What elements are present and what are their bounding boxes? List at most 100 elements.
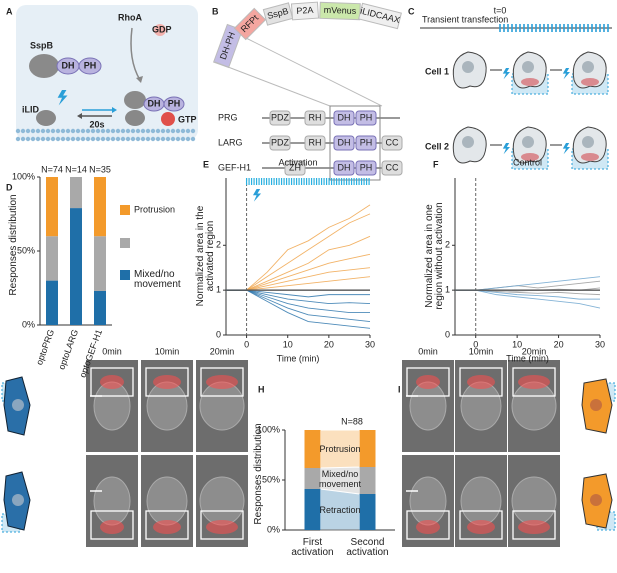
membrane-lipid bbox=[75, 128, 81, 134]
membrane-lipid bbox=[65, 128, 71, 134]
membrane-lipid bbox=[55, 136, 61, 142]
arrow bbox=[130, 27, 141, 81]
panel-letter: H bbox=[258, 384, 265, 394]
label: 20s bbox=[89, 119, 104, 129]
membrane-lipid bbox=[145, 136, 151, 142]
construct-segment: mVenus bbox=[319, 1, 361, 21]
nucleus bbox=[590, 494, 602, 506]
domain-box bbox=[304, 135, 326, 151]
membrane-lipid bbox=[80, 128, 86, 134]
time-label: 20min bbox=[210, 346, 235, 356]
activation-roi bbox=[90, 367, 134, 397]
ph-domain bbox=[78, 57, 102, 75]
rhoa-signal bbox=[416, 375, 440, 389]
membrane-lipid bbox=[110, 136, 116, 142]
cell-image bbox=[460, 476, 502, 526]
domain-label: RH bbox=[309, 112, 322, 122]
domain-box bbox=[269, 135, 291, 151]
membrane-lipid bbox=[140, 136, 146, 142]
rhoa-signal bbox=[100, 375, 124, 389]
domain-label: ZH bbox=[289, 162, 301, 172]
x-tick-label: 0 bbox=[244, 339, 249, 349]
bar-segment bbox=[70, 177, 82, 209]
membrane-lipid bbox=[115, 136, 121, 142]
nucleus bbox=[590, 399, 602, 411]
bar-segment bbox=[94, 236, 106, 291]
x-tick-label: 10 bbox=[283, 339, 293, 349]
trace-line bbox=[226, 204, 371, 291]
legend-swatch bbox=[120, 205, 130, 215]
activation-roi bbox=[145, 510, 189, 540]
membrane-lipid bbox=[185, 136, 191, 142]
trace-line bbox=[226, 289, 370, 314]
construct-box bbox=[262, 2, 294, 26]
zoom-line bbox=[245, 37, 383, 107]
membrane-lipid bbox=[100, 128, 106, 134]
cell-image bbox=[409, 381, 447, 431]
domain-box bbox=[355, 110, 377, 126]
construct-label: P2A bbox=[296, 5, 314, 16]
y-tick-label: 2 bbox=[216, 240, 221, 250]
time-label: 10min bbox=[155, 346, 180, 356]
nucleus bbox=[582, 61, 594, 73]
domain-label: CC bbox=[386, 137, 399, 147]
rhoa-signal bbox=[467, 375, 495, 389]
sspb-shape bbox=[124, 91, 146, 109]
y-tick-label: 50% bbox=[17, 245, 35, 255]
membrane-lipid bbox=[115, 128, 121, 134]
membrane-lipid bbox=[190, 128, 196, 134]
legend-label: Protrusion bbox=[134, 204, 175, 214]
membrane-lipid bbox=[120, 128, 126, 134]
membrane-lipid bbox=[160, 128, 166, 134]
zoom-line bbox=[214, 61, 331, 107]
activation-roi bbox=[200, 367, 244, 397]
construct-segment: SspB bbox=[262, 2, 294, 26]
bar-segment bbox=[359, 494, 376, 530]
cell-image bbox=[511, 476, 557, 526]
membrane-lipid bbox=[70, 136, 76, 142]
y-tick-label: 0% bbox=[22, 319, 35, 329]
membrane-lipid bbox=[140, 128, 146, 134]
y-tick-label: 50% bbox=[262, 474, 280, 484]
domain-label: PDZ bbox=[271, 137, 290, 147]
cell-image bbox=[146, 476, 188, 526]
lightning-icon bbox=[502, 143, 510, 155]
construct-box bbox=[233, 7, 267, 41]
rhoa-signal bbox=[521, 153, 539, 161]
rhoa-signal bbox=[518, 520, 550, 534]
rhoa-ball bbox=[161, 112, 175, 126]
ilid-shape bbox=[36, 110, 56, 126]
membrane-lipid bbox=[30, 128, 36, 134]
membrane-lipid bbox=[35, 136, 41, 142]
membrane-lipid bbox=[60, 128, 66, 134]
y-tick-label: 100% bbox=[257, 424, 280, 434]
label: t=0 bbox=[494, 5, 507, 15]
nucleus bbox=[12, 399, 24, 411]
rhoa-signal bbox=[153, 375, 181, 389]
cell-image bbox=[199, 476, 245, 526]
x-tick-label: optoLARG bbox=[56, 328, 80, 371]
membrane-lipid bbox=[75, 136, 81, 142]
rhoa-signal bbox=[153, 520, 181, 534]
construct-segment: iLIDCAAX bbox=[358, 2, 402, 30]
construct-label: mVenus bbox=[324, 5, 357, 16]
activation-roi bbox=[512, 367, 556, 397]
y-tick-label: 1 bbox=[445, 285, 450, 295]
x-tick-label: 20 bbox=[554, 339, 564, 349]
panel-letter: E bbox=[203, 159, 209, 169]
membrane-lipid bbox=[45, 128, 51, 134]
membrane-lipid bbox=[60, 136, 66, 142]
domain-box bbox=[284, 160, 306, 176]
domain-label: RH bbox=[309, 137, 322, 147]
lightning-icon bbox=[252, 189, 262, 202]
domain-box bbox=[333, 135, 355, 151]
membrane-lipid bbox=[165, 128, 171, 134]
membrane-lipid bbox=[90, 136, 96, 142]
membrane-lipid bbox=[25, 128, 31, 134]
membrane-lipid bbox=[145, 128, 151, 134]
bar-segment bbox=[304, 430, 321, 468]
y-tick-label: 100% bbox=[12, 171, 35, 181]
legend-swatch bbox=[120, 238, 130, 248]
domain-label: DH bbox=[338, 112, 351, 122]
